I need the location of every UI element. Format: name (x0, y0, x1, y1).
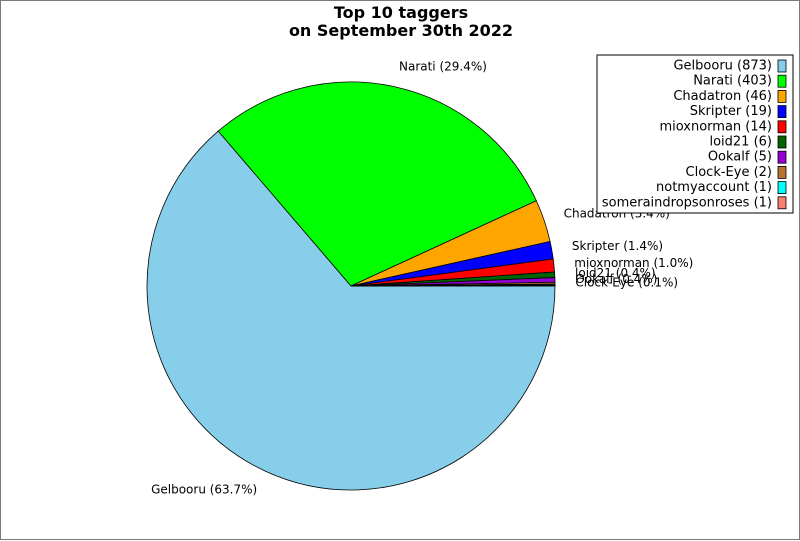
legend-swatch-gelbooru (777, 59, 787, 73)
legend-box (596, 54, 794, 214)
slice-label-clock-eye: Clock-Eye (0.1%) (575, 275, 678, 289)
legend-label-mioxnorman: mioxnorman (14) (659, 119, 772, 134)
legend-label-clock-eye: Clock-Eye (2) (686, 165, 772, 180)
legend-swatch-chadatron (777, 90, 787, 103)
legend-label-someraindropsonroses: someraindropsonroses (1) (602, 195, 772, 210)
slice-label-skripter: Skripter (1.4%) (572, 239, 663, 253)
pie-slice-someraindropsonroses (350, 284, 556, 287)
legend-swatch-skripter (777, 105, 787, 118)
legend-label-skripter: Skripter (19) (690, 104, 772, 119)
legend-label-narati: Narati (403) (693, 74, 772, 89)
legend-swatch-narati (777, 74, 787, 88)
legend-label-notmyaccount: notmyaccount (1) (656, 180, 772, 195)
slice-label-ookalf: Ookalf (0.4%) (575, 272, 657, 286)
pie-slices (146, 81, 556, 491)
legend-swatch-loid21 (777, 135, 787, 149)
pie-slice-narati (217, 81, 537, 287)
legend-label-loid21: loid21 (6) (709, 135, 772, 150)
chart-title-line-2: on September 30th 2022 (289, 21, 513, 40)
legend-label-ookalf: Ookalf (5) (708, 150, 772, 165)
legend-swatch-mioxnorman (777, 120, 787, 134)
pie-labels: Gelbooru (63.7%)Narati (29.4%)Chadatron … (151, 59, 693, 496)
legend-label-chadatron: Chadatron (46) (673, 89, 772, 104)
legend-swatch-ookalf (777, 150, 787, 164)
chart-title-line-1: Top 10 taggers (334, 3, 468, 22)
slice-label-mioxnorman: mioxnorman (1.0%) (574, 256, 693, 270)
legend: Gelbooru (873)Narati (403)Chadatron (46)… (596, 54, 794, 214)
pie-slice-gelbooru (146, 130, 556, 491)
legend-swatch-notmyaccount (777, 181, 787, 195)
slice-label-narati: Narati (29.4%) (399, 59, 487, 73)
slice-label-loid21: loid21 (0.4%) (575, 266, 656, 280)
slice-label-gelbooru: Gelbooru (63.7%) (151, 482, 257, 496)
legend-label-gelbooru: Gelbooru (873) (673, 59, 772, 74)
legend-swatch-someraindropsonroses (777, 196, 787, 210)
legend-swatch-clock-eye (777, 165, 787, 179)
